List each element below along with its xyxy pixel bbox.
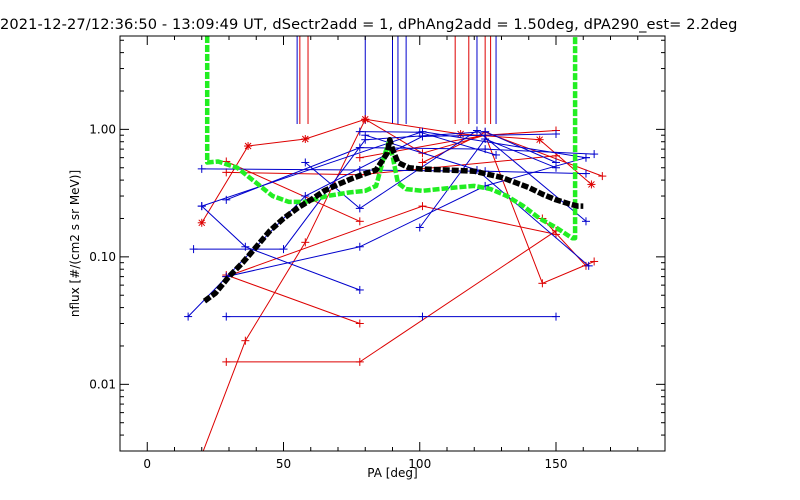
data-point-3-2 <box>552 230 560 239</box>
data-point-18-2 <box>472 126 481 135</box>
data-point-11-3 <box>581 169 590 178</box>
series-17-line <box>226 147 595 201</box>
data-point-9-1 <box>244 142 253 151</box>
data-point-11-0 <box>197 164 206 173</box>
y-tick-label: 0.10 <box>89 250 116 264</box>
data-point-16-1 <box>355 242 364 251</box>
data-point-4-1 <box>355 217 364 226</box>
data-point-15-2 <box>552 312 560 321</box>
data-point-0-7 <box>590 257 599 266</box>
series-14-line <box>187 133 557 317</box>
data-point-9-0 <box>197 218 206 227</box>
y-tick-label: 0.01 <box>89 377 116 391</box>
series-0-line <box>202 118 595 451</box>
series-4-line <box>226 161 361 222</box>
data-point-13-3 <box>481 127 490 136</box>
data-point-0-2 <box>301 238 310 247</box>
data-point-2-1 <box>355 319 364 328</box>
data-point-7-0 <box>418 158 427 167</box>
data-point-15-0 <box>222 312 231 321</box>
data-point-10-2 <box>355 285 364 294</box>
data-point-13-1 <box>279 245 288 254</box>
series-16-line <box>226 157 587 278</box>
data-point-3-1 <box>418 202 427 211</box>
data-point-1-0 <box>222 357 231 366</box>
data-point-15-1 <box>418 312 427 321</box>
data-point-17-3 <box>590 150 599 159</box>
data-point-14-2 <box>418 132 427 141</box>
data-point-20-1 <box>481 135 490 144</box>
data-point-18-3 <box>581 217 590 226</box>
x-tick-label: 0 <box>143 457 151 471</box>
data-point-6-0 <box>222 168 231 177</box>
x-axis-label: PA [deg] <box>367 466 417 480</box>
data-point-20-2 <box>552 163 560 172</box>
x-tick-label: 100 <box>408 457 431 471</box>
data-point-14-1 <box>301 192 310 201</box>
data-point-21-2 <box>584 261 593 270</box>
data-point-17-0 <box>222 195 231 204</box>
data-point-5-0 <box>355 153 364 162</box>
data-point-1-1 <box>355 357 364 366</box>
data-point-17-1 <box>355 143 364 152</box>
data-point-0-6 <box>538 279 547 288</box>
data-point-7-2 <box>598 172 607 181</box>
y-tick-label: 1.00 <box>89 122 116 136</box>
data-point-9-6 <box>587 180 596 189</box>
chart-title: 2021-12-27/12:36:50 - 13:09:49 UT, dSect… <box>0 16 738 33</box>
x-tick-label: 150 <box>545 457 568 471</box>
data-point-18-0 <box>301 158 310 167</box>
series-18-line <box>304 129 587 222</box>
data-point-19-1 <box>415 128 424 137</box>
data-point-0-1 <box>241 336 250 345</box>
data-point-9-2 <box>301 135 310 144</box>
series-2-line <box>226 274 360 324</box>
data-point-20-0 <box>415 223 424 232</box>
data-point-19-2 <box>492 150 501 159</box>
data-point-14-3 <box>552 129 560 138</box>
x-tick-label: 50 <box>276 457 291 471</box>
y-axis-label: nflux [#/(cm2 s sr MeV)] <box>68 170 82 317</box>
data-point-18-1 <box>355 204 364 213</box>
data-point-0-0 <box>201 450 203 451</box>
data-point-14-0 <box>184 312 193 321</box>
data-point-16-3 <box>581 153 590 162</box>
series-green-curve <box>204 36 578 241</box>
series-1-line <box>226 230 557 363</box>
data-point-19-0 <box>355 127 364 136</box>
data-point-12-0 <box>197 202 206 211</box>
data-point-21-0 <box>361 131 370 140</box>
data-point-9-5 <box>535 135 544 144</box>
data-point-13-0 <box>189 245 198 254</box>
data-point-9-3 <box>361 115 370 124</box>
series-black-curve <box>202 136 584 304</box>
